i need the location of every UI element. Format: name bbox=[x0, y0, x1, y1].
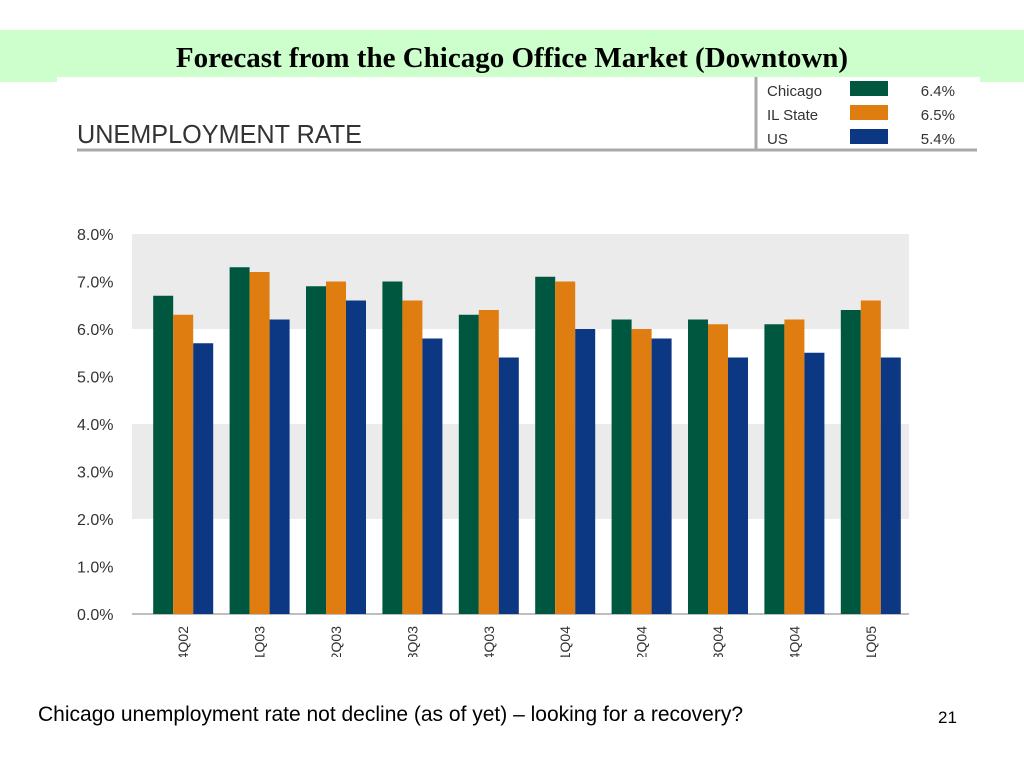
bar-il-state-2q04 bbox=[631, 329, 652, 614]
chart-rules bbox=[77, 77, 977, 152]
bar-il-state-1q04 bbox=[555, 281, 576, 614]
bar-chicago-1q05 bbox=[840, 310, 861, 614]
bar-us-3q04 bbox=[728, 357, 748, 614]
unemployment-chart: UNEMPLOYMENT RATE Chicago 6.4% IL State 6.5… bbox=[77, 77, 977, 657]
bar-us-4q02 bbox=[193, 343, 214, 614]
legend-swatch-0 bbox=[850, 81, 888, 96]
x-category-label: 2Q03 bbox=[328, 626, 344, 657]
bar-chicago-3q03 bbox=[382, 281, 403, 614]
bar-us-1q04 bbox=[575, 329, 596, 614]
slide-title: Forecast from the Chicago Office Market … bbox=[175, 42, 849, 74]
page-number: 21 bbox=[938, 708, 957, 727]
y-tick-label: 1.0% bbox=[77, 560, 113, 577]
bar-chicago-1q04 bbox=[535, 276, 556, 614]
bar-chicago-3q04 bbox=[688, 319, 708, 614]
chart-panel: UNEMPLOYMENT RATE Chicago 6.4% IL State 6.5… bbox=[57, 77, 980, 657]
y-tick-label: 3.0% bbox=[77, 465, 113, 482]
x-category-label: 1Q04 bbox=[557, 626, 573, 657]
y-tick-label: 4.0% bbox=[77, 417, 113, 434]
bar-chicago-4q02 bbox=[153, 295, 174, 614]
x-category-label: 2Q04 bbox=[634, 626, 650, 657]
chart-title: UNEMPLOYMENT RATE bbox=[77, 119, 362, 149]
x-category-label: 4Q03 bbox=[481, 626, 497, 657]
bar-chicago-2q03 bbox=[306, 286, 326, 614]
y-tick-label: 8.0% bbox=[77, 227, 113, 244]
legend-value-1: 6.5% bbox=[921, 107, 955, 124]
x-category-label: 3Q04 bbox=[710, 626, 726, 657]
legend-label-1: IL State bbox=[767, 107, 818, 124]
bar-chicago-4q04 bbox=[764, 324, 785, 614]
legend: Chicago 6.4% IL State 6.5% US 5.4% bbox=[767, 81, 955, 148]
x-category-label: 1Q03 bbox=[252, 626, 268, 657]
y-tick-label: 2.0% bbox=[77, 512, 113, 529]
x-category-label: 3Q03 bbox=[404, 626, 420, 657]
bars bbox=[153, 267, 901, 614]
bar-il-state-4q03 bbox=[478, 310, 499, 614]
legend-label-0: Chicago bbox=[767, 83, 822, 100]
bar-il-state-4q02 bbox=[173, 314, 194, 614]
x-category-label: 4Q04 bbox=[786, 626, 802, 657]
legend-label-2: US bbox=[767, 131, 788, 148]
y-tick-label: 6.0% bbox=[77, 322, 113, 339]
x-axis-categories: 4Q02 1Q03 2Q03 3Q03 4Q03 1Q04 2Q04 3Q04 4Q04 1Q05 bbox=[175, 626, 879, 657]
bar-il-state-3q03 bbox=[402, 300, 423, 614]
y-axis-ticks: 0.0% 1.0% 2.0% 3.0% 4.0% 5.0% 6.0% 7.0% 8.0% bbox=[77, 227, 113, 624]
bar-il-state-2q03 bbox=[326, 281, 346, 614]
y-tick-label: 7.0% bbox=[77, 275, 113, 292]
x-category-label: 4Q02 bbox=[175, 626, 191, 657]
legend-value-0: 6.4% bbox=[921, 83, 955, 100]
bar-us-1q03 bbox=[269, 319, 290, 614]
bar-us-4q03 bbox=[498, 357, 519, 614]
bar-il-state-1q05 bbox=[860, 300, 881, 614]
x-category-label: 1Q05 bbox=[863, 626, 879, 657]
title-band bbox=[0, 30, 1024, 82]
bar-il-state-3q04 bbox=[708, 324, 728, 614]
bar-chicago-1q03 bbox=[229, 267, 250, 614]
bar-il-state-4q04 bbox=[784, 319, 805, 614]
bar-us-2q03 bbox=[346, 300, 366, 614]
slide-caption: Chicago unemployment rate not decline (a… bbox=[38, 703, 744, 726]
bar-chicago-4q03 bbox=[458, 314, 479, 614]
legend-swatch-1 bbox=[850, 105, 888, 120]
bar-us-1q05 bbox=[880, 357, 901, 614]
bar-us-3q03 bbox=[422, 338, 443, 614]
legend-value-2: 5.4% bbox=[921, 131, 955, 148]
y-tick-label: 0.0% bbox=[77, 607, 113, 624]
y-tick-label: 5.0% bbox=[77, 370, 113, 387]
bar-us-2q04 bbox=[651, 338, 672, 614]
bar-us-4q04 bbox=[804, 352, 825, 614]
legend-swatch-2 bbox=[850, 129, 888, 144]
bar-chicago-2q04 bbox=[611, 319, 632, 614]
bar-il-state-1q03 bbox=[249, 272, 270, 614]
